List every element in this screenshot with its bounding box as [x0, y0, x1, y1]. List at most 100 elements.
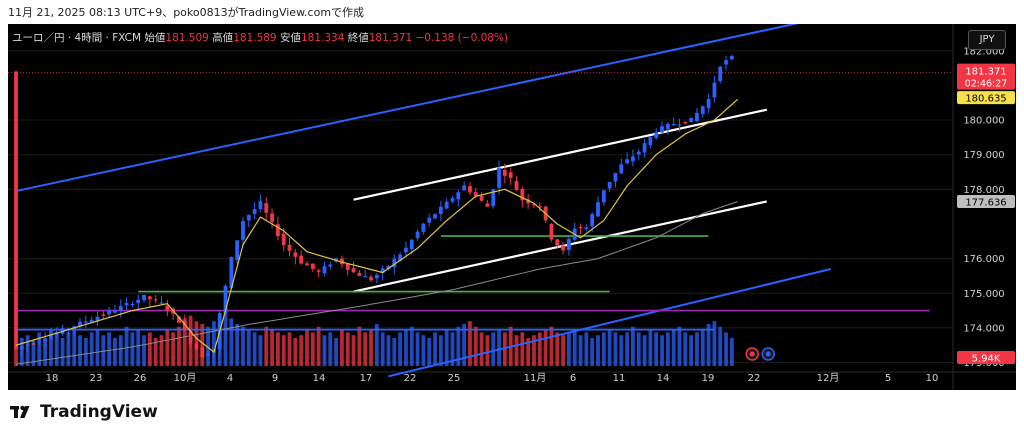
volume-bar — [264, 326, 269, 366]
candle-body — [438, 206, 443, 215]
candle-body — [607, 182, 612, 189]
volume-bar — [468, 321, 472, 366]
volume-bar — [101, 335, 106, 366]
time-tick-label: 12月 — [817, 372, 840, 384]
volume-bar — [572, 329, 577, 366]
volume-bar — [555, 332, 560, 366]
symbol-label[interactable]: ユーロ／円 · 4時間 · FXCM — [12, 32, 142, 44]
volume-bar — [357, 326, 362, 366]
candle-body — [386, 265, 391, 269]
volume-bar — [14, 343, 18, 366]
volume-bar — [479, 332, 484, 366]
candle-body — [159, 302, 164, 304]
trendline-channel-inner-top[interactable] — [353, 108, 768, 201]
volume-bar — [322, 335, 327, 366]
candle-body — [31, 343, 36, 345]
volume-bar — [549, 326, 554, 366]
trendline-channel-outer-bottom[interactable] — [388, 268, 832, 378]
candle-body — [421, 223, 426, 232]
volume-bar — [561, 335, 565, 366]
volume-bar — [293, 338, 298, 366]
candle-body — [194, 343, 199, 350]
chart-panel[interactable]: 182.000 180.000 179.000 178.000 176.000 175.0… — [8, 15, 1016, 390]
candle-body — [473, 192, 478, 197]
candle-body — [683, 121, 688, 124]
currency-button[interactable]: JPY — [968, 30, 1006, 50]
volume-bar — [485, 335, 490, 366]
volume-bar — [526, 338, 531, 366]
volume-bar — [276, 332, 280, 366]
candle-body — [502, 169, 507, 176]
candle-body — [246, 215, 251, 221]
volume-bar — [95, 329, 100, 366]
time-tick-label: 10月 — [174, 372, 197, 384]
volume-bar — [398, 332, 403, 366]
volume-bar — [281, 335, 286, 366]
candle-body — [165, 305, 170, 311]
candle-body — [130, 303, 135, 306]
candle-body — [293, 252, 298, 257]
event-marker-blue-dot — [765, 351, 771, 357]
candle-body — [316, 270, 321, 272]
volume-bar — [695, 332, 699, 366]
volume-bar — [351, 335, 356, 366]
volume-bar — [625, 332, 629, 366]
candle-body — [561, 245, 565, 251]
candle-body — [322, 266, 327, 274]
volume-bar — [363, 332, 368, 366]
volume-bar — [532, 335, 536, 366]
volume-bar — [631, 326, 635, 366]
candle-body — [613, 172, 618, 182]
high-label: 高値 — [212, 32, 234, 44]
candle-body — [340, 258, 344, 265]
volume-bar — [37, 332, 42, 366]
candle-body — [124, 303, 129, 306]
volume-bar — [660, 335, 664, 366]
candle-body — [398, 254, 403, 261]
candle-body — [695, 112, 699, 122]
candle-body — [107, 310, 112, 315]
volume-bar — [386, 335, 391, 366]
candle-body — [305, 263, 309, 266]
volume-bar — [235, 324, 240, 366]
candle-body — [369, 276, 373, 281]
volume-bar — [520, 332, 525, 366]
candle-body — [601, 190, 606, 203]
candle-body — [724, 60, 728, 65]
candle-body — [578, 226, 583, 229]
time-tick-label: 26 — [134, 373, 147, 384]
candle-body — [258, 201, 263, 210]
trendline-channel-inner-bottom[interactable] — [353, 200, 768, 293]
volume-bar — [142, 335, 146, 366]
candle-body — [235, 240, 240, 260]
volume-bar — [537, 332, 542, 366]
volume-bar — [473, 326, 478, 366]
trendline-channel-outer-top[interactable] — [15, 15, 832, 193]
moving-average-slow — [15, 201, 738, 365]
candle-body — [299, 255, 304, 264]
price-chart[interactable]: 182.000 180.000 179.000 178.000 176.000 175.0… — [8, 15, 1016, 390]
volume-bar — [636, 332, 641, 366]
candle-body — [25, 344, 30, 346]
time-tick-label: 23 — [90, 373, 103, 384]
open-value: 181.509 — [165, 32, 209, 44]
volume-bar — [404, 329, 408, 366]
volume-bar — [648, 329, 653, 366]
volume-bar — [654, 332, 659, 366]
candle-body — [665, 123, 670, 130]
candle-body — [625, 159, 629, 164]
tradingview-logo[interactable]: TradingView — [10, 402, 158, 422]
candle-body — [206, 353, 210, 356]
volume-bar — [229, 318, 234, 366]
candle-body — [514, 180, 519, 191]
volume-bar — [578, 335, 583, 366]
volume-bar — [270, 329, 274, 366]
volume-bar — [345, 332, 350, 366]
symbol-info-bar: ユーロ／円 · 4時間 · FXCM 始値181.509 高値181.589 安… — [12, 30, 508, 45]
candle-body — [142, 294, 146, 301]
event-marker-red-dot — [749, 351, 755, 357]
volume-bar — [211, 321, 216, 366]
time-tick-label: 22 — [748, 373, 761, 384]
candle-body — [706, 99, 711, 109]
bar-countdown-badge: 02:46:27 — [965, 79, 1008, 90]
